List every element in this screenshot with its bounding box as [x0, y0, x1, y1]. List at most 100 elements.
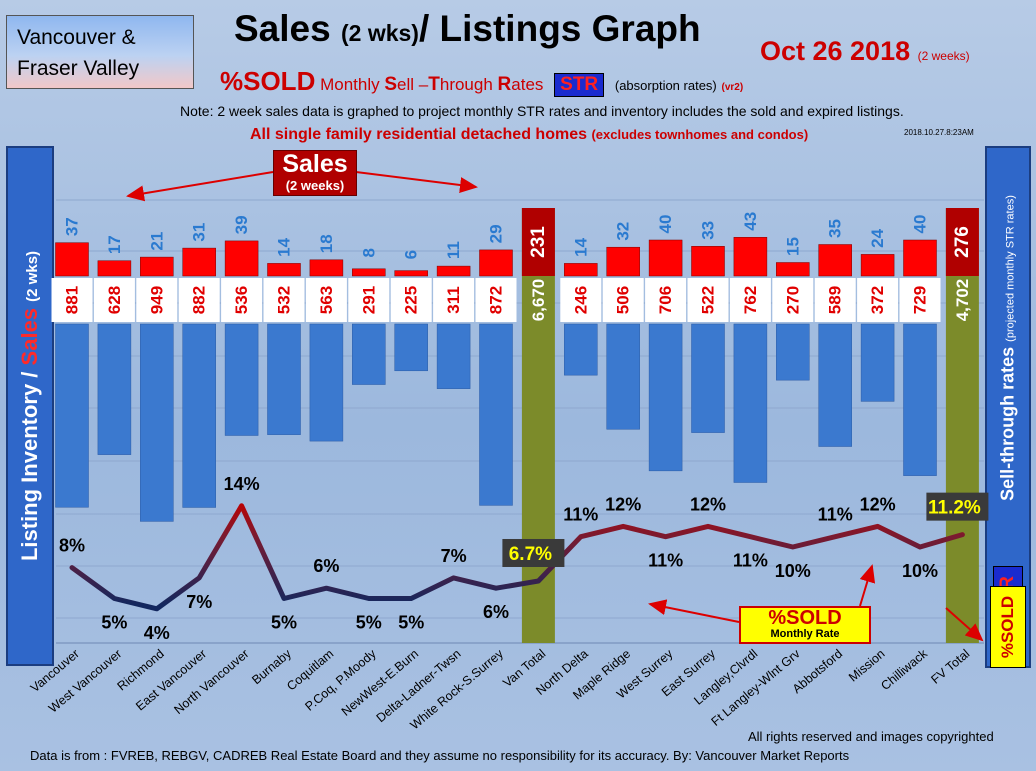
sales-bar	[733, 237, 768, 277]
inventory-bar	[309, 323, 344, 442]
inventory-label-box	[814, 278, 856, 322]
report-date: Oct 26 2018 (2 weeks)	[760, 36, 970, 67]
sales-value-label: 11	[444, 241, 463, 259]
sales-bar	[945, 208, 979, 276]
x-tick-label: North Vancouver	[171, 647, 251, 717]
timestamp: 2018.10.27.8:23AM	[904, 128, 974, 137]
pct-value-label: 10%	[775, 561, 811, 581]
inventory-value-label: 628	[105, 286, 124, 314]
inventory-bar	[818, 323, 852, 447]
inventory-bar	[776, 323, 810, 381]
chart-title: Sales (2 wks)/ Listings Graph	[234, 8, 701, 50]
sales-value-label: 43	[741, 212, 760, 231]
sales-value-label: 15	[783, 237, 802, 256]
inventory-value-label: 949	[147, 286, 166, 314]
sales-value-label: 24	[868, 228, 887, 247]
pct-value-label: 6%	[483, 602, 509, 622]
inventory-label-box	[772, 278, 814, 322]
sales-value-label: 40	[911, 215, 930, 234]
sales-value-label: 6	[402, 250, 421, 259]
date-text: Oct 26 2018	[760, 36, 911, 66]
inventory-label-box	[93, 278, 135, 322]
x-tick-label: West Vancouver	[46, 647, 124, 716]
sold-callout: %SOLD Monthly Rate	[739, 606, 871, 644]
inventory-label-box	[348, 278, 390, 322]
sales-bar	[521, 208, 555, 276]
sales-value-label: 21	[147, 232, 166, 251]
sales-value-label: 231	[528, 226, 549, 258]
inventory-bar	[733, 323, 768, 483]
inventory-label-box	[899, 278, 941, 322]
arrows-layer	[126, 171, 984, 642]
inventory-value-label: 506	[614, 286, 633, 314]
inventory-bar	[182, 323, 216, 508]
sales-value-label: 35	[826, 219, 845, 238]
inventory-label-box	[857, 278, 899, 322]
pct-value-label: 12%	[690, 494, 726, 514]
pct-value-label: 5%	[271, 613, 297, 633]
pct-value-label: 5%	[398, 613, 424, 633]
x-tick-label: P.Coq, P.Moody	[302, 646, 379, 714]
inventory-value-label: 311	[444, 286, 463, 313]
pct-value-label: 7%	[441, 546, 467, 566]
chart-subtitle: %SOLD Monthly Sell –Through Rates STR (a…	[220, 66, 743, 97]
pct-sold-line	[69, 503, 965, 612]
inventory-bar	[564, 323, 598, 376]
sales-bar	[182, 247, 216, 277]
inventory-bar	[648, 323, 683, 472]
inventory-value-label: 246	[571, 286, 590, 314]
region-line-1: Vancouver &	[17, 26, 136, 49]
inventory-value-label: 536	[232, 286, 251, 314]
subtitle-dash: –	[418, 75, 429, 94]
sales-bar	[352, 268, 386, 277]
inventory-value-label: 291	[359, 286, 378, 314]
detached-note: All single family residential detached h…	[250, 126, 808, 144]
sales-value-label: 40	[656, 215, 675, 234]
pct-value-label: 5%	[356, 613, 382, 633]
right-sold-badge: %SOLD	[990, 586, 1026, 668]
inventory-label-box	[136, 278, 178, 322]
str-badge: STR	[554, 73, 605, 97]
sales-bar	[818, 244, 852, 277]
inventory-bar	[55, 323, 89, 508]
pct-total-box	[926, 492, 989, 521]
subtitle-ell: ell	[397, 75, 415, 94]
absorption-text: (absorption rates)	[614, 78, 717, 93]
inventory-bar	[394, 323, 428, 372]
pct-total-box	[502, 538, 565, 567]
bars-layer: 37 881 17 628 21 949 31 882 39 536 14 532 18 563 8 291 6…	[51, 208, 979, 643]
sales-bar	[394, 270, 428, 277]
sales-arrow-left	[126, 171, 274, 202]
pct-value-label: 12%	[860, 494, 896, 514]
pct-value-label: 6%	[313, 556, 339, 576]
detached-text: All single family residential detached h…	[250, 126, 587, 143]
pct-value-label: 8%	[59, 536, 85, 556]
sales-value-label: 29	[487, 224, 506, 243]
sales-bar	[903, 239, 937, 277]
sales-value-label: 33	[699, 221, 718, 240]
pct-value-label: 10%	[902, 561, 938, 581]
pct-value-label: 7%	[186, 592, 212, 612]
data-note: Note: 2 week sales data is graphed to pr…	[180, 103, 904, 119]
sales-bar	[267, 263, 301, 277]
pct-value-label: 12%	[605, 494, 641, 514]
sales-bar	[691, 246, 725, 277]
source-note: Data is from : FVREB, REBGV, CADREB Real…	[30, 748, 850, 763]
copyright-note: All rights reserved and images copyright…	[748, 729, 994, 744]
inventory-value-label: 729	[911, 286, 930, 314]
sales-value-label: 39	[232, 215, 251, 234]
inventory-label-box	[433, 278, 475, 322]
pct-line-layer: 8% 5% 4% 7% 14% 5% 6% 5% 5% 7% 6% 6.7% 11% 12% 11% 12% 1…	[59, 474, 989, 643]
pct-value-label: 6.7%	[509, 544, 552, 565]
sales-callout: Sales (2 weeks)	[273, 150, 357, 196]
pct-value-label: 4%	[144, 623, 170, 643]
sold-callout-sub: Monthly Rate	[770, 628, 840, 640]
version-text: (vr2)	[721, 82, 744, 93]
sales-bar	[97, 260, 132, 277]
inventory-label-box	[729, 278, 771, 322]
inventory-value-label: 522	[699, 286, 718, 314]
inventory-label-box	[178, 278, 220, 322]
left-axis-panel: Listing Inventory / Sales (2 wks)	[6, 146, 54, 666]
